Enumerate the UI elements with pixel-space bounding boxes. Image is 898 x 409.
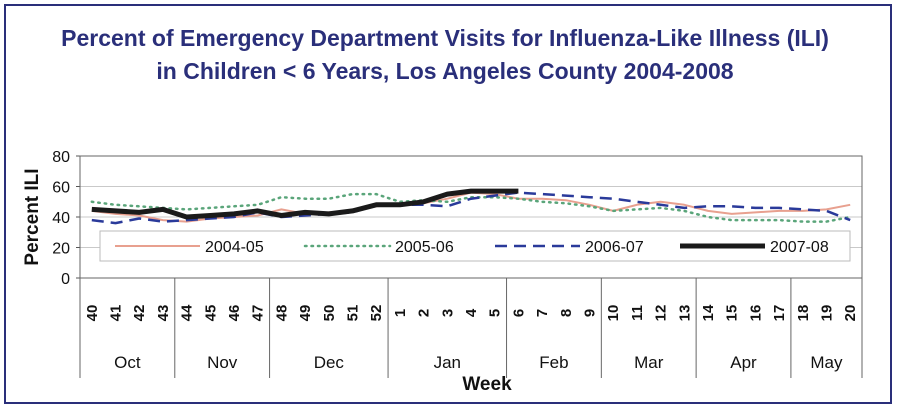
month-label: Mar [634, 353, 664, 372]
month-label: Dec [314, 353, 345, 372]
legend-label: 2005-06 [395, 239, 454, 256]
x-tick-label: 47 [250, 305, 267, 322]
x-tick-label: 20 [842, 305, 859, 322]
x-tick-label: 40 [84, 305, 101, 322]
x-tick-label: 17 [771, 305, 788, 322]
x-tick-label: 44 [179, 304, 196, 321]
x-tick-label: 18 [795, 305, 812, 322]
month-label: Nov [207, 353, 238, 372]
x-tick-label: 2 [416, 309, 433, 317]
x-tick-label: 11 [629, 305, 646, 321]
x-tick-label: 12 [653, 305, 670, 322]
x-tick-label: 45 [202, 305, 219, 322]
x-tick-label: 19 [818, 305, 835, 322]
legend-label: 2007-08 [770, 239, 829, 256]
y-tick-label: 20 [52, 241, 70, 258]
y-tick-label: 80 [52, 149, 70, 166]
x-tick-label: 1 [392, 309, 409, 317]
series-line-2007-08 [91, 188, 519, 220]
chart-frame [4, 4, 892, 404]
chart-title: Percent of Emergency Department Visits f… [61, 25, 829, 84]
x-tick-label: 5 [487, 309, 504, 317]
y-tick-label: 0 [61, 271, 70, 288]
month-label: Feb [539, 353, 568, 372]
month-label: Apr [730, 353, 757, 372]
x-tick-label: 6 [510, 309, 527, 317]
x-tick-label: 4 [463, 308, 480, 317]
x-tick-label: 14 [700, 304, 717, 321]
x-tick-label: 15 [724, 305, 741, 322]
legend-label: 2006-07 [585, 239, 644, 256]
y-axis-label: Percent ILI [22, 168, 43, 265]
x-tick-label: 7 [534, 309, 551, 317]
x-tick-label: 13 [676, 305, 693, 322]
y-tick-label: 40 [52, 210, 70, 227]
x-tick-label: 42 [131, 305, 148, 322]
series-line-2006-07 [91, 191, 851, 225]
x-tick-label: 50 [321, 305, 338, 322]
month-label: May [810, 353, 843, 372]
series-line-2005-06 [90, 192, 852, 223]
x-tick-label: 8 [558, 309, 575, 317]
month-label: Oct [114, 353, 141, 372]
x-tick-label: 9 [581, 309, 598, 317]
x-tick-label: 52 [368, 305, 385, 322]
x-tick-label: 41 [108, 305, 125, 322]
x-axis-label: Week [462, 374, 512, 395]
legend-label: 2004-05 [205, 239, 264, 256]
x-tick-label: 16 [747, 305, 764, 322]
x-tick-label: 46 [226, 305, 243, 322]
x-tick-label: 43 [155, 305, 172, 322]
x-tick-label: 10 [605, 305, 622, 322]
x-tick-label: 48 [273, 305, 290, 322]
plot-area [79, 155, 863, 279]
x-tick-label: 51 [345, 305, 362, 322]
x-tick-label: 3 [439, 309, 456, 317]
month-label: Jan [434, 353, 461, 372]
y-tick-label: 60 [52, 180, 70, 197]
x-tick-label: 49 [297, 305, 314, 322]
